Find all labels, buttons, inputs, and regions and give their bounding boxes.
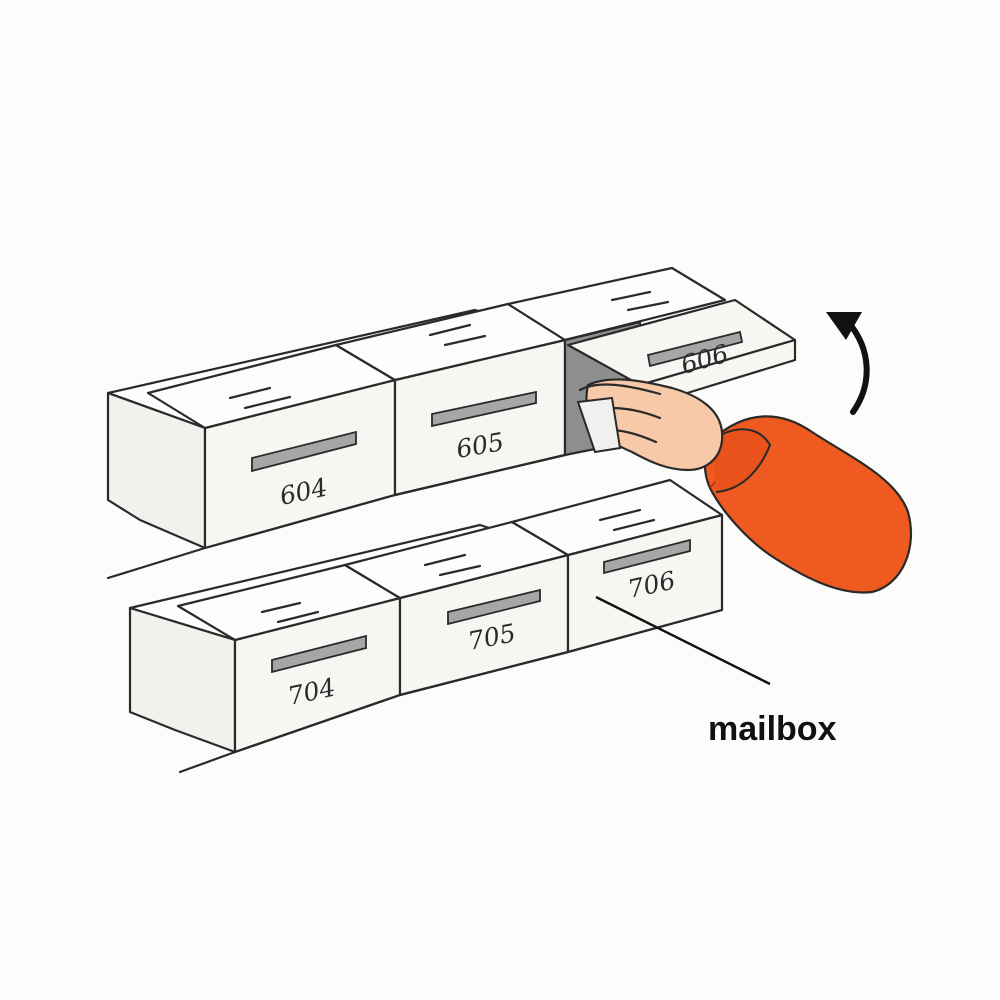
lower-mailbox-row: 704 705 706 [128, 478, 724, 754]
mailbox-704[interactable]: 704 [176, 563, 402, 754]
mail-slot [603, 538, 691, 575]
upper-mailbox-row: 604 605 606 [106, 266, 797, 550]
hand-opening-mailbox [576, 378, 913, 594]
mail-slot [251, 430, 357, 473]
open-direction-arrow-icon [826, 312, 870, 415]
mail-slot [646, 330, 744, 368]
mail-slot [271, 634, 367, 674]
lower-row-left-side [128, 606, 237, 754]
lower-row-base-line [178, 608, 724, 774]
mail-slot [447, 588, 541, 626]
mailbox-604[interactable]: 604 [146, 343, 397, 550]
mailbox-705[interactable]: 705 [343, 520, 570, 697]
mailbox-605[interactable]: 605 [334, 302, 567, 497]
label-pointer-line [595, 595, 771, 686]
upper-row-left-side [106, 391, 207, 550]
mailbox-label: mailbox [708, 710, 837, 748]
letter [576, 396, 622, 454]
mailbox-706[interactable]: 706 [510, 478, 724, 654]
mail-slot [431, 390, 537, 428]
upper-row-base-line [106, 453, 567, 580]
